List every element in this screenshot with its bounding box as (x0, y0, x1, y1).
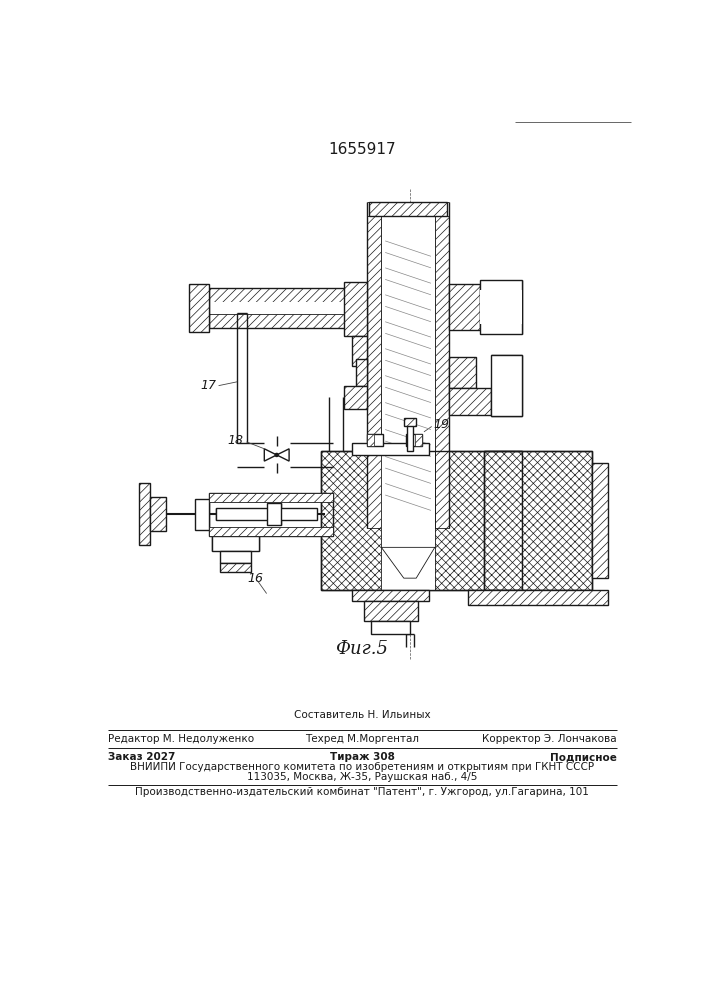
Bar (209, 493, 332, 536)
Bar (368, 216, 381, 528)
Bar (352, 443, 429, 455)
Bar (363, 601, 418, 620)
Bar (468, 590, 607, 605)
Bar (139, 483, 151, 545)
Bar (592, 463, 607, 578)
Bar (371, 620, 410, 634)
Bar (381, 451, 435, 590)
Circle shape (275, 453, 279, 456)
Text: ВНИИПИ Государственного комитета по изобретениям и открытиям при ГКНТ СССР: ВНИИПИ Государственного комитета по изоб… (130, 762, 594, 772)
Text: Корректор Э. Лончакова: Корректор Э. Лончакова (482, 734, 617, 744)
Bar (491, 355, 522, 416)
Text: Техред М.Моргентал: Техред М.Моргентал (305, 734, 419, 744)
Bar (212, 536, 259, 551)
Bar (484, 451, 592, 590)
Bar (209, 314, 368, 328)
Bar (209, 288, 368, 302)
Text: 113035, Москва, Ж-35, Раушская наб., 4/5: 113035, Москва, Ж-35, Раушская наб., 4/5 (247, 772, 477, 782)
Bar (484, 451, 592, 590)
Bar (407, 424, 413, 451)
Bar (189, 284, 209, 332)
Text: Фиг.5: Фиг.5 (335, 640, 388, 658)
Bar (480, 280, 522, 334)
Bar (480, 290, 522, 324)
Text: Подписное: Подписное (550, 752, 617, 762)
Bar (151, 497, 166, 531)
Bar (406, 434, 421, 446)
Bar (449, 284, 480, 330)
Polygon shape (276, 449, 289, 461)
Bar (344, 282, 368, 336)
Bar (209, 493, 332, 502)
Bar (267, 503, 281, 525)
Bar (194, 499, 209, 530)
Text: Редактор М. Недолуженко: Редактор М. Недолуженко (107, 734, 254, 744)
Bar (381, 216, 435, 528)
Bar (416, 434, 421, 446)
Bar (352, 336, 368, 366)
Text: Составитель Н. Ильиных: Составитель Н. Ильиных (293, 710, 431, 720)
Bar (209, 527, 332, 536)
Text: Заказ 2027: Заказ 2027 (107, 752, 175, 762)
Bar (435, 216, 449, 528)
Text: Производственно-издательский комбинат "Патент", г. Ужгород, ул.Гагарина, 101: Производственно-издательский комбинат "П… (135, 787, 589, 797)
Polygon shape (381, 547, 435, 578)
Bar (344, 386, 368, 409)
Bar (404, 418, 416, 426)
Polygon shape (264, 449, 276, 461)
Bar (209, 302, 368, 314)
Bar (368, 434, 383, 446)
Bar (321, 451, 522, 590)
Bar (216, 508, 317, 520)
Bar (449, 388, 491, 415)
Bar (352, 590, 429, 601)
Bar (220, 551, 251, 563)
Bar (356, 359, 368, 386)
Text: 19: 19 (433, 418, 449, 431)
Text: 18: 18 (228, 434, 243, 447)
Bar (369, 202, 448, 216)
Bar (449, 357, 476, 388)
Text: Тираж 308: Тираж 308 (329, 752, 395, 762)
Text: 17: 17 (201, 379, 217, 392)
Bar (220, 563, 251, 572)
Text: 16: 16 (247, 572, 263, 585)
Bar (368, 434, 373, 446)
Text: 1655917: 1655917 (328, 142, 396, 157)
